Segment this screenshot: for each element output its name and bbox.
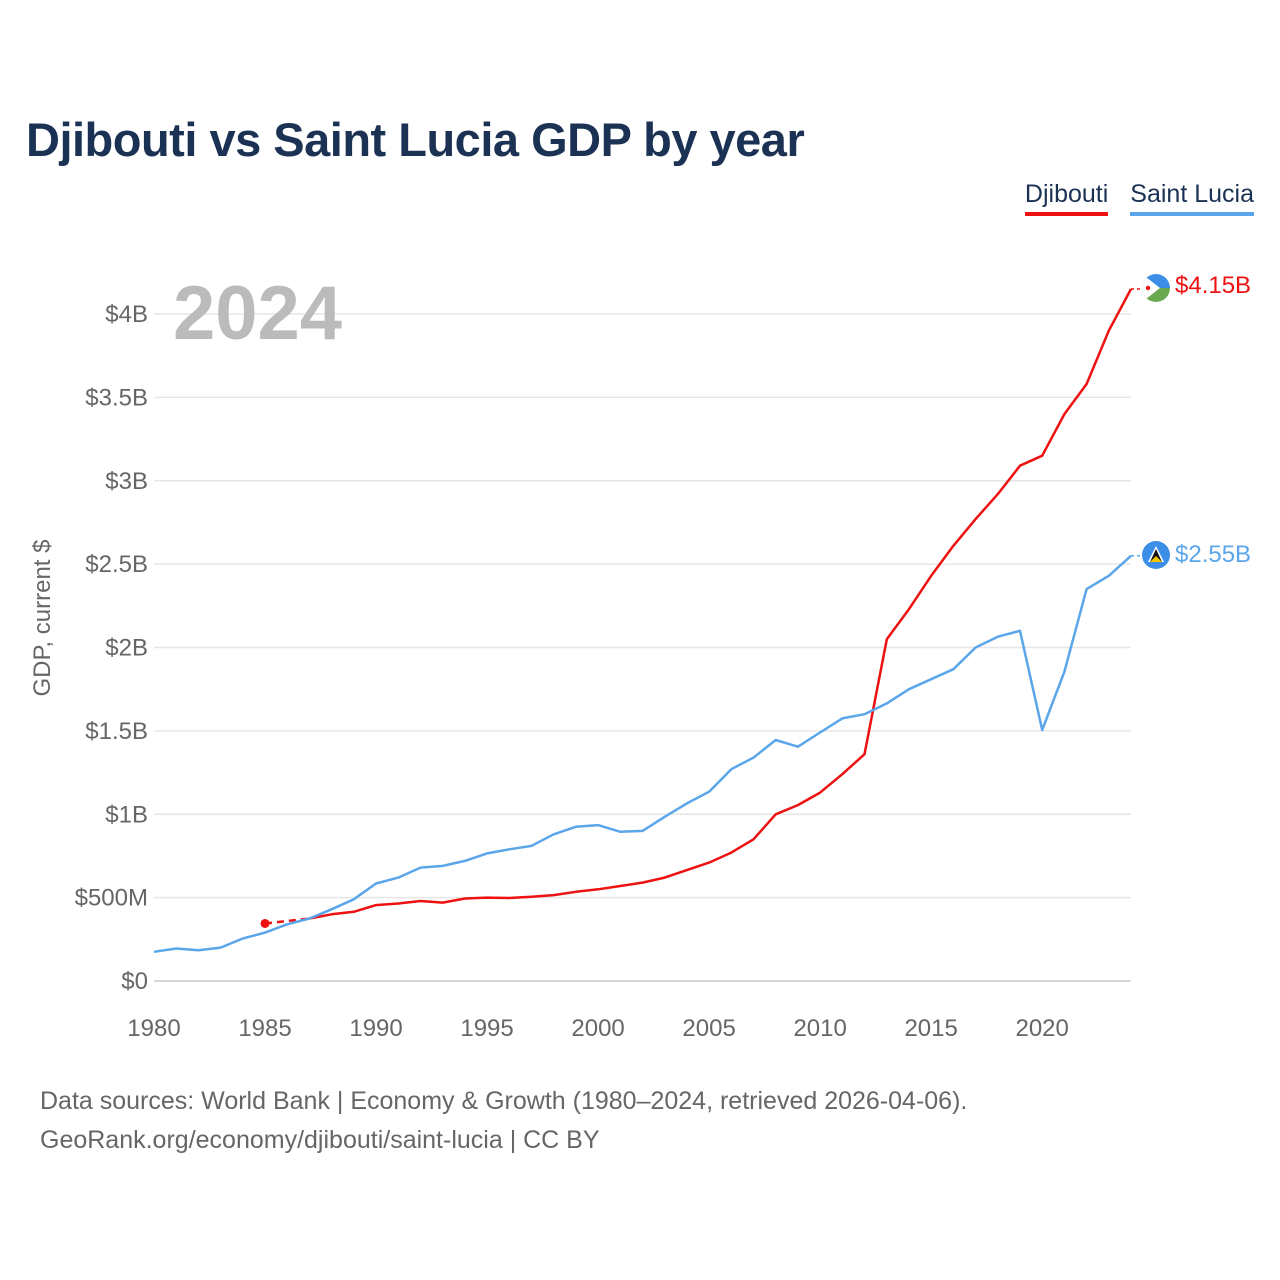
year-watermark: 2024	[173, 271, 342, 356]
end-label-saint-lucia: $2.55B	[1175, 541, 1251, 568]
x-axis-ticks: 1980 1985 1990 1995 2000 2005 2010 2015 2020	[127, 1015, 1069, 1042]
x-tick-label: 2020	[1015, 1015, 1068, 1042]
series-line-saint-lucia[interactable]	[153, 554, 1132, 954]
line-chart: 2024 $0$500M$1B$1.5B$2B$2.5B$3B$3.5B$4B …	[29, 271, 1251, 1042]
djibouti-flag-icon	[1142, 274, 1170, 302]
y-tick-label: $0	[121, 968, 148, 995]
series-line-djibouti[interactable]	[309, 288, 1133, 920]
y-axis-ticks: $0 $500M $1B $1.5B $2B $2.5B $3B $3.5B $4B	[75, 301, 148, 995]
footer: Data sources: World Bank | Economy & Gro…	[40, 1082, 967, 1160]
saint-lucia-flag-icon	[1142, 541, 1170, 569]
attribution-link[interactable]: GeoRank.org/economy/djibouti/saint-lucia…	[40, 1126, 600, 1154]
y-tick-label: $500M	[75, 885, 148, 912]
series-lines	[153, 288, 1143, 954]
legend-item-djibouti[interactable]: Djibouti	[1024, 180, 1109, 216]
y-tick-label: $2B	[105, 635, 148, 662]
x-tick-label: 2015	[904, 1015, 957, 1042]
x-tick-label: 1995	[460, 1015, 513, 1042]
y-tick-label: $1B	[105, 801, 148, 828]
y-tick-label: $3B	[105, 468, 148, 495]
end-label-djibouti: $4.15B	[1175, 272, 1251, 299]
y-tick-label: $4B	[105, 301, 148, 328]
x-tick-label: 2000	[571, 1015, 624, 1042]
start-marker-djibouti	[260, 918, 270, 928]
grid-lines	[154, 313, 1131, 982]
x-tick-label: 1980	[127, 1015, 180, 1042]
y-axis-label: GDP, current $	[29, 540, 56, 697]
y-tick-label: $2.5B	[85, 551, 148, 578]
chart-title: Djibouti vs Saint Lucia GDP by year	[26, 113, 805, 166]
x-tick-label: 1985	[238, 1015, 291, 1042]
x-tick-label: 2005	[682, 1015, 735, 1042]
y-tick-label: $3.5B	[85, 384, 148, 411]
x-tick-label: 2010	[793, 1015, 846, 1042]
legend-item-saint-lucia[interactable]: Saint Lucia	[1130, 180, 1254, 216]
x-tick-label: 1990	[349, 1015, 402, 1042]
legend: Djibouti Saint Lucia	[1024, 180, 1254, 216]
data-source-text: Data sources: World Bank | Economy & Gro…	[40, 1087, 968, 1115]
y-tick-label: $1.5B	[85, 718, 148, 745]
